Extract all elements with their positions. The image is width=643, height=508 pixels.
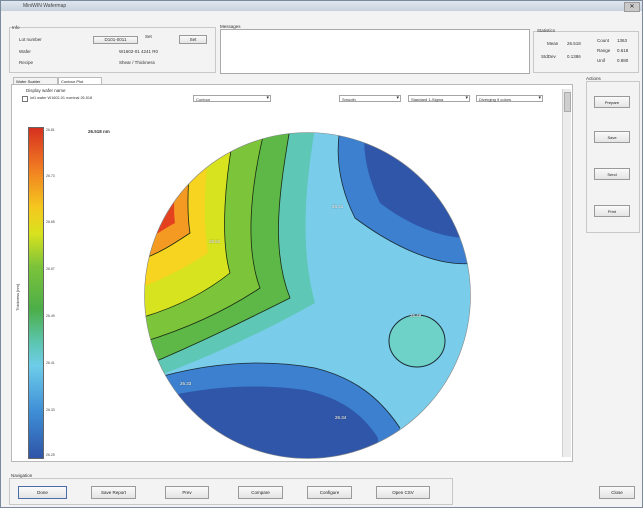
plot-title: 26.518 nm xyxy=(88,129,110,134)
stat-stddev-value: 0.1386 xyxy=(567,54,581,59)
colorbar-tick: 26.65 xyxy=(46,220,55,224)
tab-contour-plot[interactable]: Contour Plot xyxy=(58,77,102,84)
colorbar-tick: 26.41 xyxy=(46,361,55,365)
statistics-group xyxy=(533,31,639,73)
stat-range-value: 0.618 xyxy=(617,48,629,53)
set-label: Set xyxy=(145,34,152,39)
stat-count-label: Count xyxy=(597,38,610,43)
plot-panel: Display wafer name lot1 wafer W1602-01 n… xyxy=(11,84,573,462)
colorbar-tick: 26.33 xyxy=(46,408,55,412)
display-options-label: Display wafer name xyxy=(26,88,66,93)
recipe-label: Recipe xyxy=(19,60,34,65)
save-report-button[interactable]: Save Report xyxy=(91,486,136,499)
colorbar-tick: 26.25 xyxy=(46,453,55,457)
close-window-button[interactable]: ✕ xyxy=(624,2,640,12)
smoothing-dropdown[interactable]: Smooth xyxy=(339,95,401,102)
file-name-text: lot1 wafer W1602-01 nominal 26.518 xyxy=(30,96,93,100)
stat-count-value: 1363 xyxy=(617,38,628,43)
messages-box[interactable] xyxy=(220,29,530,74)
configure-button[interactable]: Configure xyxy=(307,486,352,499)
vertical-scrollbar[interactable] xyxy=(562,89,571,457)
scrollbar-thumb[interactable] xyxy=(564,92,571,112)
stat-range-label: Range xyxy=(597,48,611,53)
info-group-label: Info xyxy=(12,25,20,30)
y-axis-label: Thickness [nm] xyxy=(14,284,20,311)
lot-field[interactable]: D101-0011 xyxy=(93,36,138,44)
wafer-contour-map xyxy=(144,132,471,459)
stat-mean-label: Mean xyxy=(547,41,559,46)
sigma-dropdown[interactable]: Standard 1-Sigma xyxy=(408,95,470,102)
set-button[interactable]: Set xyxy=(179,35,207,44)
tab-wafer-scatter[interactable]: Wafer Scatter xyxy=(13,77,58,84)
print-button[interactable]: Print xyxy=(594,205,630,217)
actions-label: Actions xyxy=(586,76,601,81)
stat-unif-value: 0.880 xyxy=(617,58,629,63)
lot-label: Lot number xyxy=(19,37,42,42)
statistics-label: Statistics xyxy=(537,28,556,33)
contour-label: 26.33 xyxy=(180,381,192,386)
contour-label: 26.49 xyxy=(410,313,422,318)
prev-button[interactable]: Prev xyxy=(165,486,209,499)
contour-label: 26.41 xyxy=(332,204,344,209)
messages-label: Messages xyxy=(220,24,241,29)
recipe-value: Shear / Thickness xyxy=(119,60,155,65)
done-button[interactable]: Done xyxy=(18,486,67,499)
stat-stddev-label: StdDev xyxy=(541,54,556,59)
contour-label: 26.81 xyxy=(209,239,221,244)
info-group xyxy=(9,27,216,73)
colorbar-tick: 26.57 xyxy=(46,267,55,271)
save-side-button[interactable]: Save xyxy=(594,131,630,143)
window-title: MiniWIN Wafermap xyxy=(23,3,67,9)
close-button[interactable]: Close xyxy=(599,486,635,499)
colorbar-tick: 26.49 xyxy=(46,314,55,318)
display-checkbox[interactable] xyxy=(22,96,28,102)
colorbar-tick: 26.73 xyxy=(46,174,55,178)
compare-button[interactable]: Compare xyxy=(238,486,283,499)
colorbar-tick: 26.81 xyxy=(46,128,55,132)
contour-label: 26.34 xyxy=(335,415,347,420)
navigation-group xyxy=(9,478,453,505)
navigation-label: Navigation xyxy=(11,473,33,478)
colorbar xyxy=(28,127,44,459)
actions-group xyxy=(586,81,640,233)
wafer-label: Wafer xyxy=(19,49,31,54)
wafer-value: W1602-01 4241 R0 xyxy=(119,49,159,54)
title-bar: MiniWIN Wafermap ✕ xyxy=(1,1,642,12)
send-button[interactable]: Send xyxy=(594,168,630,180)
plot-type-dropdown[interactable]: Contour xyxy=(193,95,271,102)
stat-unif-label: Unif xyxy=(597,58,606,63)
open-csv-button[interactable]: Open CSV xyxy=(376,486,430,499)
prepare-button[interactable]: Prepare xyxy=(594,96,630,108)
stat-mean-value: 26.518 xyxy=(567,41,581,46)
colormap-dropdown[interactable]: Diverging 9 colors xyxy=(476,95,543,102)
